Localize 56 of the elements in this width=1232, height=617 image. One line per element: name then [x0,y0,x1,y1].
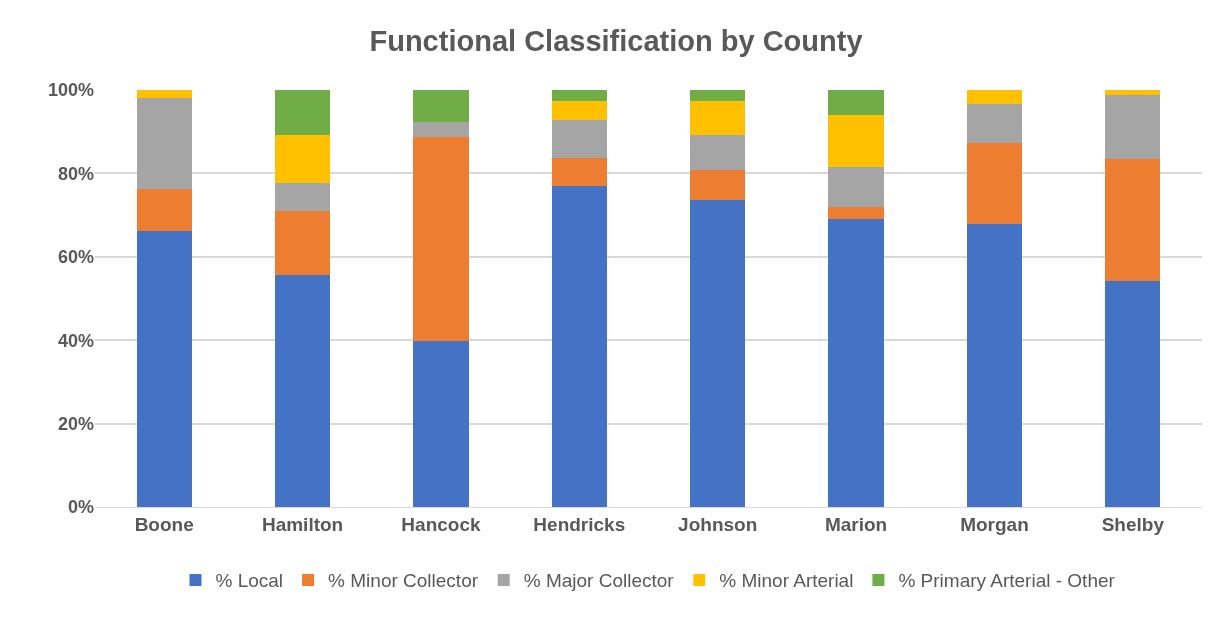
bar [551,158,607,186]
bar [274,182,331,211]
bar [966,142,1023,224]
bar [828,219,884,507]
bar [1105,90,1161,95]
bar [136,98,192,189]
legend-label: % Primary Arterial - Other [898,570,1116,592]
legend-label: % Local [215,570,284,592]
bar [966,223,1023,507]
y-tick-label: 20% [57,413,94,434]
x-tick-label: Boone [134,513,194,535]
x-tick-label: Johnson [678,513,758,535]
x-tick-label: Hancock [401,513,481,535]
x-tick-label: Hamilton [261,513,344,535]
legend-label: % Major Collector [523,570,675,592]
bar [274,90,331,136]
bar [413,341,469,507]
bar [551,185,607,507]
bar [551,120,607,159]
bar [413,137,469,342]
bar [274,210,331,275]
bar [690,135,746,171]
y-tick-label: 60% [57,247,94,268]
bar [551,90,607,101]
x-tick-label: Morgan [960,513,1029,535]
x-tick-label: Shelby [1101,513,1165,535]
bar [413,122,469,138]
bar [690,170,746,200]
bar [551,100,607,121]
chart-title: Functional Classification by County [369,25,863,58]
bar [966,103,1023,143]
bar [136,230,192,507]
legend-label: % Minor Collector [328,570,479,592]
bar [1105,158,1161,282]
x-tick-label: Marion [824,513,888,535]
legend-label: % Minor Arterial [719,570,854,592]
bar [1105,281,1161,507]
bar [274,274,331,507]
bar [1105,94,1161,159]
y-tick-label: 80% [57,163,94,184]
bar [136,188,192,231]
bar [828,167,884,207]
bar [828,206,884,220]
bar [828,90,884,116]
bar [413,90,469,123]
bar [690,199,746,507]
y-tick-label: 40% [57,330,94,351]
y-tick-label: 100% [47,80,94,101]
bar [136,90,192,99]
bar [690,90,746,101]
bar [966,90,1023,104]
x-tick-label: Hendricks [533,513,626,535]
bar [274,135,331,183]
bar [828,115,884,168]
bar [690,100,746,136]
y-tick-label: 0% [67,497,94,518]
